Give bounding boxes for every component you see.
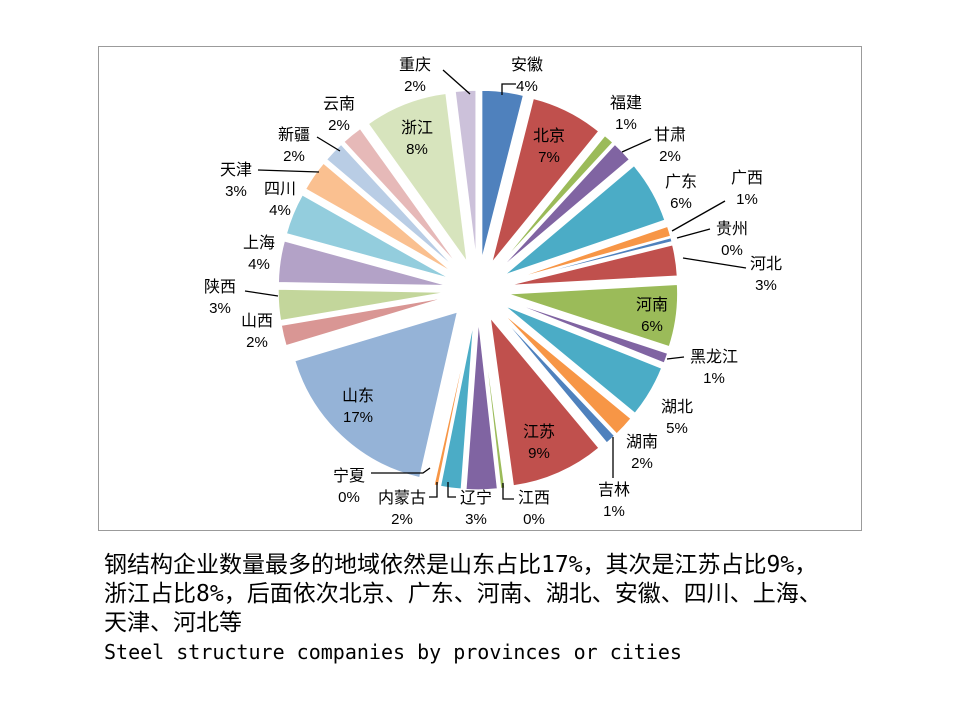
caption-line-1: 钢结构企业数量最多的地域依然是山东占比17%，其次是江苏占比9%， bbox=[104, 552, 818, 578]
pie-slice-27 bbox=[367, 92, 468, 263]
slice-label: 福建 1% bbox=[610, 94, 642, 133]
slice-label: 山西 2% bbox=[241, 312, 273, 351]
slice-label: 吉林 1% bbox=[598, 481, 630, 520]
pie-slice-6 bbox=[506, 225, 672, 282]
leader-line bbox=[447, 482, 456, 498]
pie-slice-23 bbox=[285, 193, 451, 280]
slice-label: 江苏 9% bbox=[523, 423, 555, 462]
slice-label: 山东 17% bbox=[342, 387, 374, 426]
slice-label: 湖北 5% bbox=[661, 398, 693, 437]
pie-slice-16 bbox=[465, 319, 499, 491]
pie-slice-13 bbox=[497, 311, 616, 444]
slice-label: 内蒙古 2% bbox=[378, 489, 426, 528]
pie-slice-3 bbox=[497, 134, 614, 268]
leader-line bbox=[316, 136, 341, 152]
pie-slice-25 bbox=[325, 143, 457, 270]
caption-line-3: 天津、河北等 bbox=[104, 610, 242, 636]
pie-slice-14 bbox=[489, 315, 600, 487]
slice-label: 广西 1% bbox=[731, 169, 763, 208]
pie-slice-24 bbox=[304, 162, 454, 274]
pie-slice-21 bbox=[277, 288, 449, 322]
slice-label: 河北 3% bbox=[750, 255, 782, 294]
leader-line bbox=[671, 200, 726, 232]
leader-line bbox=[682, 257, 747, 269]
slice-label: 湖南 2% bbox=[626, 433, 658, 472]
slice-label: 天津 3% bbox=[220, 161, 252, 200]
pie-slice-8 bbox=[507, 244, 679, 287]
leader-line bbox=[371, 467, 431, 474]
pie-slice-7 bbox=[506, 236, 673, 284]
slice-label: 新疆 2% bbox=[278, 126, 310, 165]
slice-label: 上海 4% bbox=[243, 234, 275, 273]
slice-label: 浙江 8% bbox=[401, 119, 433, 158]
pie-slice-9 bbox=[507, 283, 679, 348]
pie-slice-11 bbox=[503, 304, 663, 415]
slice-label: 北京 7% bbox=[533, 127, 565, 166]
pie-slice-12 bbox=[499, 309, 633, 435]
pie-slice-1 bbox=[481, 89, 525, 261]
leader-line bbox=[676, 228, 711, 239]
pie-slice-19 bbox=[293, 310, 459, 479]
slice-label: 江西 0% bbox=[518, 489, 550, 528]
slice-label: 黑龙江 1% bbox=[690, 348, 738, 387]
slice-label: 云南 2% bbox=[323, 95, 355, 134]
leader-line bbox=[257, 169, 320, 173]
pie-slice-2 bbox=[490, 97, 600, 264]
caption-line-4: Steel structure companies by provinces o… bbox=[104, 640, 682, 664]
slice-label: 河南 6% bbox=[636, 296, 668, 335]
pie-slice-20 bbox=[280, 296, 449, 347]
leader-line bbox=[244, 290, 279, 297]
leader-line bbox=[442, 69, 471, 95]
pie-slice-22 bbox=[277, 240, 449, 287]
slice-label: 广东 6% bbox=[665, 173, 697, 212]
pie-slice-26 bbox=[342, 127, 460, 268]
pie-slice-10 bbox=[505, 299, 669, 364]
slice-label: 甘肃 2% bbox=[654, 126, 686, 165]
leader-line bbox=[501, 83, 516, 95]
slice-label: 陕西 3% bbox=[204, 278, 236, 317]
pie-slice-17 bbox=[439, 319, 475, 490]
leader-line bbox=[621, 138, 652, 153]
pie-slice-18 bbox=[433, 319, 473, 487]
caption: 钢结构企业数量最多的地域依然是山东占比17%，其次是江苏占比9%， 浙江占比8%… bbox=[104, 551, 822, 667]
leader-line bbox=[666, 356, 685, 360]
leader-line bbox=[502, 483, 514, 500]
slice-label: 宁夏 0% bbox=[333, 467, 365, 506]
caption-line-2: 浙江占比8%，后面依次北京、广东、河南、湖北、安徽、四川、上海、 bbox=[104, 581, 822, 607]
leader-line bbox=[429, 482, 438, 498]
slice-label: 辽宁 3% bbox=[460, 489, 492, 528]
slice-label: 四川 4% bbox=[264, 181, 296, 219]
pie-slice-5 bbox=[503, 164, 666, 276]
slice-label: 贵州 0% bbox=[716, 220, 748, 259]
slice-label: 安徽 4% bbox=[511, 56, 543, 95]
slice-label: 重庆 2% bbox=[399, 56, 431, 95]
